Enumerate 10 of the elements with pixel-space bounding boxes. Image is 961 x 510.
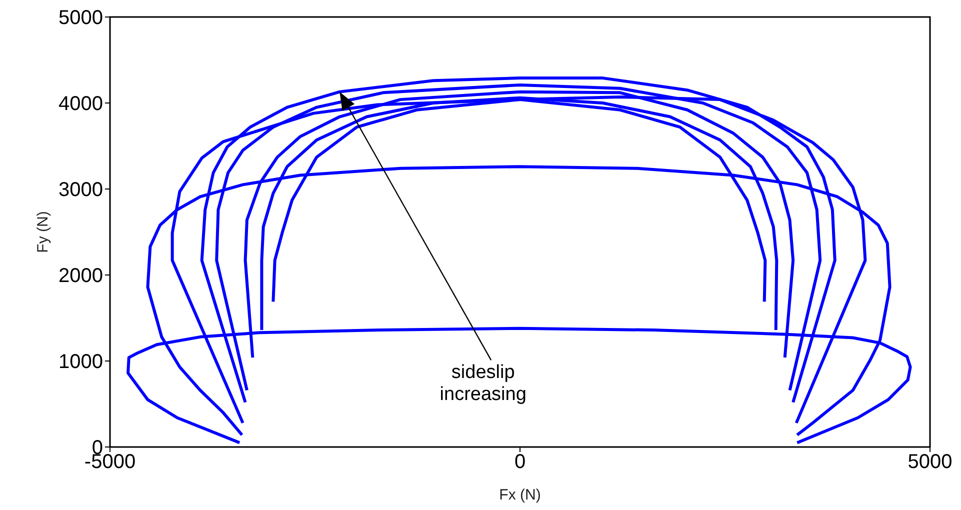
x-axis-title: Fx (N): [499, 486, 541, 504]
annotation: sideslip increasing: [440, 362, 526, 406]
y-tick-label: 3000: [58, 179, 103, 202]
y-tick-label: 5000: [58, 7, 103, 30]
x-tick-label: 5000: [908, 451, 952, 474]
y-tick-label: 4000: [58, 93, 103, 116]
y-axis-title: Fy (N): [34, 211, 52, 253]
x-tick-label: 0: [514, 451, 526, 474]
y-tick-label: 2000: [58, 265, 103, 288]
y-tick-label: 1000: [58, 351, 103, 374]
